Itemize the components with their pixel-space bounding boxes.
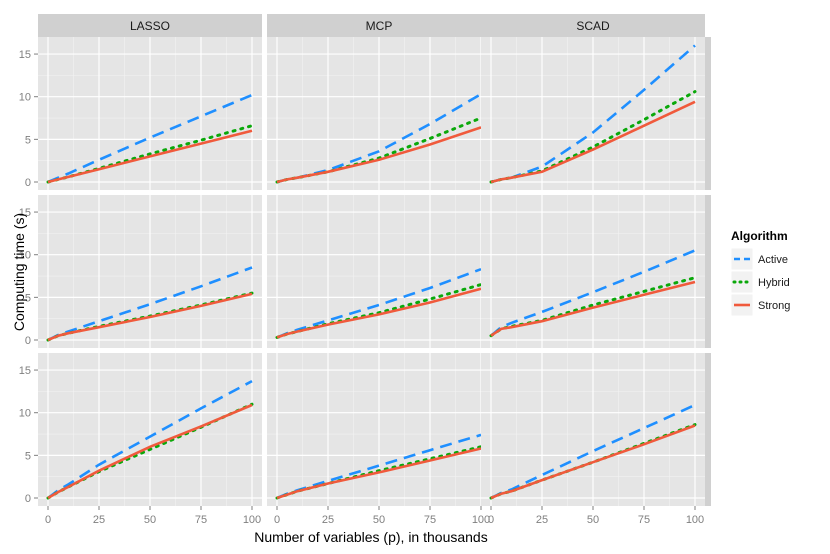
x-tick-label: 0 bbox=[274, 514, 280, 526]
strip-mcp bbox=[267, 14, 491, 37]
series-line-strong bbox=[47, 129, 253, 184]
series-line-active bbox=[47, 93, 253, 184]
y-axis-title: Computing time (s) bbox=[11, 213, 27, 331]
x-tick-label: 100 bbox=[686, 514, 704, 526]
x-tick-label: 50 bbox=[144, 514, 156, 526]
series-line-active bbox=[47, 379, 253, 500]
panel-linear-scad bbox=[481, 37, 705, 190]
y-tick-label: 0 bbox=[25, 177, 31, 189]
y-tick-label: 15 bbox=[19, 207, 31, 219]
x-tick-label: 75 bbox=[638, 514, 650, 526]
legend-key-active bbox=[730, 247, 754, 271]
y-tick-label: 15 bbox=[19, 49, 31, 61]
strip-label-mcp: MCP bbox=[366, 19, 393, 33]
x-tick-label: 50 bbox=[587, 514, 599, 526]
strip-label-scad: SCAD bbox=[576, 19, 610, 33]
series-line-strong bbox=[490, 100, 696, 184]
panel-logistic-lasso bbox=[38, 195, 262, 348]
y-tick-label: 5 bbox=[25, 292, 31, 304]
y-tick-label: 5 bbox=[25, 450, 31, 462]
series-line-strong bbox=[276, 287, 482, 339]
legend-title: Algorithm bbox=[731, 229, 788, 243]
series-line-strong bbox=[490, 280, 696, 337]
x-tick-label: 25 bbox=[322, 514, 334, 526]
x-tick-label: 75 bbox=[195, 514, 207, 526]
series-line-strong bbox=[276, 447, 482, 500]
series-line-strong bbox=[47, 292, 253, 342]
strip-scad bbox=[481, 14, 705, 37]
x-tick-label: 100 bbox=[472, 514, 490, 526]
series-line-strong bbox=[276, 126, 482, 184]
x-tick-label: 0 bbox=[488, 514, 494, 526]
series-line-hybrid bbox=[489, 276, 697, 338]
panel-poisson-lasso bbox=[38, 353, 262, 506]
legend-label-hybrid: Hybrid bbox=[758, 277, 790, 289]
x-tick-label: 50 bbox=[373, 514, 385, 526]
strip-lasso bbox=[38, 14, 262, 37]
x-tick-label: 25 bbox=[93, 514, 105, 526]
y-tick-label: 15 bbox=[19, 365, 31, 377]
series-line-strong bbox=[490, 424, 696, 500]
legend-label-active: Active bbox=[758, 254, 788, 266]
x-tick-label: 75 bbox=[424, 514, 436, 526]
legend: Algorithm Active Hybrid Strong bbox=[730, 229, 790, 317]
panel-linear-mcp bbox=[267, 37, 491, 190]
y-tick-label: 0 bbox=[25, 493, 31, 505]
y-tick-label: 10 bbox=[19, 92, 31, 104]
panel-poisson-scad bbox=[481, 353, 705, 506]
x-tick-label: 0 bbox=[45, 514, 51, 526]
y-tick-label: 0 bbox=[25, 335, 31, 347]
legend-label-strong: Strong bbox=[758, 300, 790, 312]
x-axis-title: Number of variables (p), in thousands bbox=[254, 529, 487, 545]
panel-logistic-mcp bbox=[267, 195, 491, 348]
panel-logistic-scad bbox=[481, 195, 705, 348]
y-tick-label: 10 bbox=[19, 408, 31, 420]
x-tick-label: 25 bbox=[536, 514, 548, 526]
y-tick-label: 5 bbox=[25, 134, 31, 146]
y-tick-label: 10 bbox=[19, 250, 31, 262]
strip-label-lasso: LASSO bbox=[130, 19, 170, 33]
panel-linear-lasso bbox=[38, 37, 262, 190]
x-tick-label: 100 bbox=[243, 514, 261, 526]
panel-poisson-mcp bbox=[267, 353, 491, 506]
series-line-strong bbox=[47, 403, 253, 500]
